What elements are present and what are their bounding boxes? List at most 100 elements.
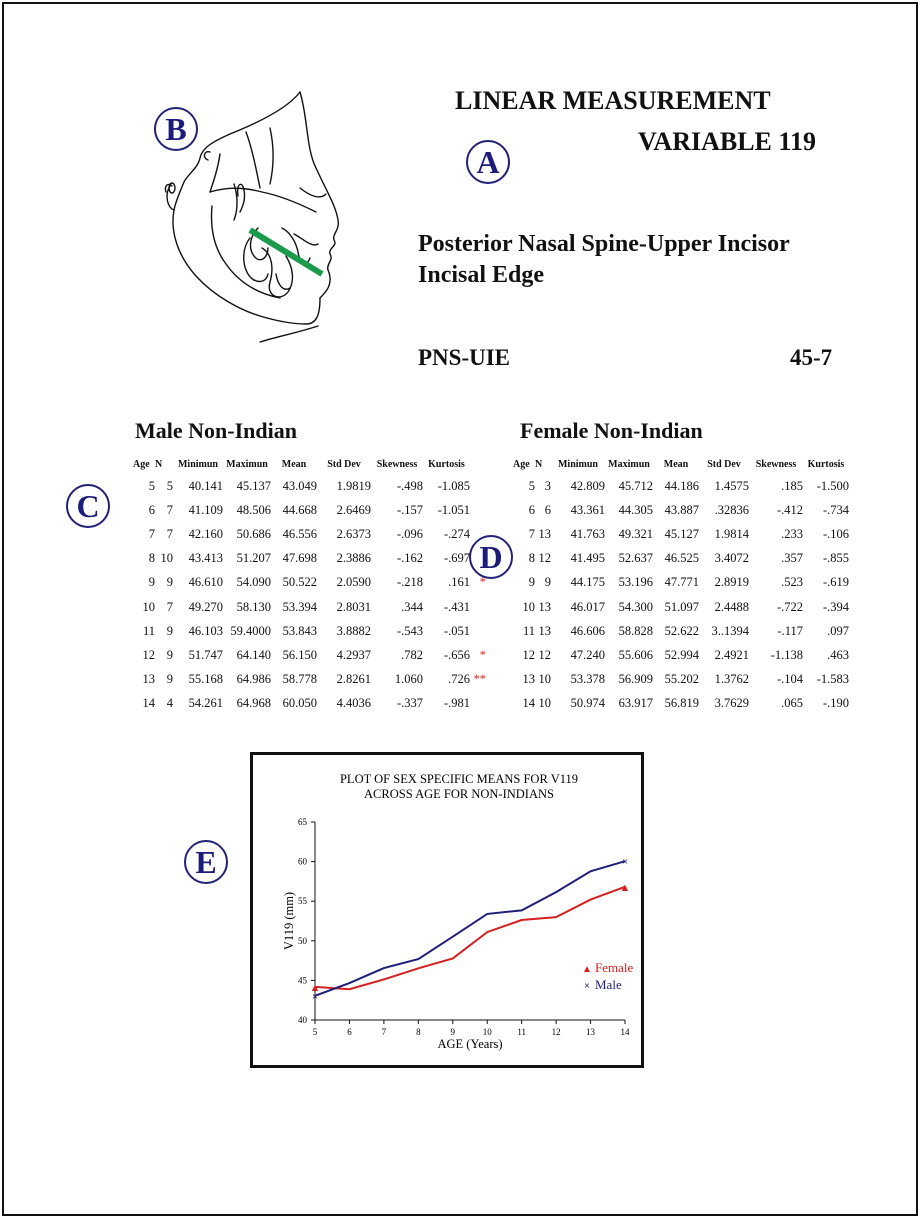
- cell-min: 43.413: [188, 551, 223, 566]
- x-tick-label: 12: [552, 1027, 561, 1037]
- cell-min: 41.495: [570, 551, 605, 566]
- cell-kurt: -1.500: [816, 478, 849, 493]
- cell-skew: .523: [781, 575, 803, 590]
- cell-kurt: -.431: [443, 599, 470, 614]
- cell-max: 64.986: [236, 672, 271, 687]
- cell-skew: .233: [781, 526, 803, 541]
- column-header: N: [155, 458, 163, 470]
- cell-skew: -.543: [396, 623, 423, 638]
- cell-skew: .344: [401, 599, 423, 614]
- cell-mean: 58.778: [282, 672, 317, 687]
- cell-age: 5: [148, 478, 155, 493]
- cell-mean: 45.127: [664, 526, 699, 541]
- cell-age: 11: [522, 623, 535, 638]
- cell-max: 59.4000: [230, 623, 271, 638]
- cell-n: 7: [166, 526, 173, 541]
- series-marker-female: ▲: [620, 882, 631, 894]
- cell-mean: 53.843: [282, 623, 317, 638]
- cell-age: 8: [528, 551, 535, 566]
- cell-min: 46.103: [188, 623, 223, 638]
- cell-max: 64.140: [236, 647, 271, 662]
- cell-mean: 56.150: [282, 647, 317, 662]
- label-e: E: [184, 840, 228, 884]
- significance-flag: **: [473, 672, 487, 687]
- cell-max: 45.712: [618, 478, 653, 493]
- cell-kurt: -.981: [443, 696, 470, 711]
- cell-sd: 1.3762: [714, 672, 749, 687]
- cell-mean: 51.097: [664, 599, 699, 614]
- cell-skew: .357: [781, 551, 803, 566]
- chart-title-line-2: ACROSS AGE FOR NON-INDIANS: [364, 787, 554, 801]
- column-header: Age: [133, 458, 150, 470]
- label-a: A: [466, 140, 510, 184]
- legend-label-female: Female: [595, 960, 633, 975]
- cell-age: 5: [528, 478, 535, 493]
- cell-min: 42.160: [188, 526, 223, 541]
- table-row: 8 12 41.495 52.637 46.525 3.4072 .357 -.855: [513, 547, 849, 571]
- cell-n: 9: [544, 575, 551, 590]
- cell-sd: 2.4921: [714, 647, 749, 662]
- y-tick-label: 45: [298, 975, 308, 985]
- cell-kurt: -.734: [822, 502, 849, 517]
- cell-age: 9: [148, 575, 155, 590]
- label-b: B: [154, 107, 198, 151]
- skull-tracing-illustration: [164, 91, 340, 343]
- cell-n: 10: [538, 672, 552, 687]
- cell-max: 56.909: [618, 672, 653, 687]
- cell-max: 44.305: [618, 502, 653, 517]
- cell-n: 9: [166, 623, 173, 638]
- significance-flag: [470, 595, 486, 619]
- series-marker-male: ×: [312, 991, 318, 1003]
- series-line-female: [314, 885, 626, 991]
- table-row: 5 3 42.809 45.712 44.186 1.4575 .185 -1.500: [513, 474, 849, 498]
- table-row: 5 5 40.141 45.137 43.049 1.9819 -.498 -1.085: [133, 474, 486, 498]
- cell-min: 46.610: [188, 575, 223, 590]
- x-tick-label: 9: [451, 1027, 456, 1037]
- cell-max: 58.130: [236, 599, 271, 614]
- cell-mean: 47.698: [282, 551, 317, 566]
- x-tick-label: 5: [313, 1027, 318, 1037]
- label-c: C: [66, 484, 110, 528]
- male-stats-table: Age N Minimun Maximun Mean Std Dev Skewness Kur…: [133, 454, 486, 716]
- significance-flag: [470, 498, 486, 522]
- cell-max: 50.686: [236, 526, 271, 541]
- cell-kurt: -1.051: [437, 502, 470, 517]
- cell-sd: 1.9819: [336, 478, 371, 493]
- cell-min: 49.270: [188, 599, 223, 614]
- table-row: 10 13 46.017 54.300 51.097 2.4488 -.722 -.394: [513, 595, 850, 619]
- cell-mean: 56.819: [664, 696, 699, 711]
- cell-skew: -.337: [396, 696, 423, 711]
- cell-mean: 52.622: [664, 623, 699, 638]
- cell-kurt: -.619: [822, 575, 849, 590]
- cell-kurt: -.106: [822, 526, 849, 541]
- legend-marker-female: ▲: [582, 964, 592, 975]
- y-tick-label: 40: [298, 1015, 308, 1025]
- cell-mean: 44.668: [282, 502, 317, 517]
- cell-skew: -.412: [776, 502, 803, 517]
- sex-specific-means-chart: PLOT OF SEX SPECIFIC MEANS FOR V119 ACRO…: [282, 772, 633, 1051]
- y-axis-label: V119 (mm): [282, 892, 296, 950]
- cell-kurt: -.697: [443, 551, 470, 566]
- significance-flag: [470, 522, 486, 546]
- column-header: Age: [513, 458, 530, 470]
- cell-kurt: .463: [827, 647, 849, 662]
- cell-mean: 55.202: [664, 672, 699, 687]
- table-row: 10 7 49.270 58.130 53.394 2.8031 .344 -.431: [133, 595, 486, 619]
- cell-age: 14: [142, 696, 156, 711]
- table-row: 13 9 55.168 64.986 58.778 2.8261 1.060 .726 **: [133, 668, 487, 692]
- table-row: 7 13 41.763 49.321 45.127 1.9814 .233 -.106: [513, 522, 849, 546]
- cell-n: 7: [166, 502, 173, 517]
- column-header: Kurtosis: [807, 458, 845, 470]
- pns-uie-measurement-line: [248, 227, 324, 277]
- table-row: 14 4 54.261 64.968 60.050 4.4036 -.337 -.981: [133, 692, 486, 716]
- cell-mean: 44.186: [664, 478, 699, 493]
- table-header-row: Age N Minimun Maximun Mean Std Dev Skewness Kur…: [133, 454, 486, 474]
- table-row: 14 10 50.974 63.917 56.819 3.7629 .065 -.190: [513, 692, 850, 716]
- column-header: N: [535, 458, 543, 470]
- measurement-abbreviation: PNS-UIE: [418, 345, 511, 370]
- cell-max: 45.137: [236, 478, 271, 493]
- column-header: Maximun: [226, 458, 268, 470]
- cell-sd: 2.4488: [714, 599, 749, 614]
- cell-kurt: -.190: [822, 696, 849, 711]
